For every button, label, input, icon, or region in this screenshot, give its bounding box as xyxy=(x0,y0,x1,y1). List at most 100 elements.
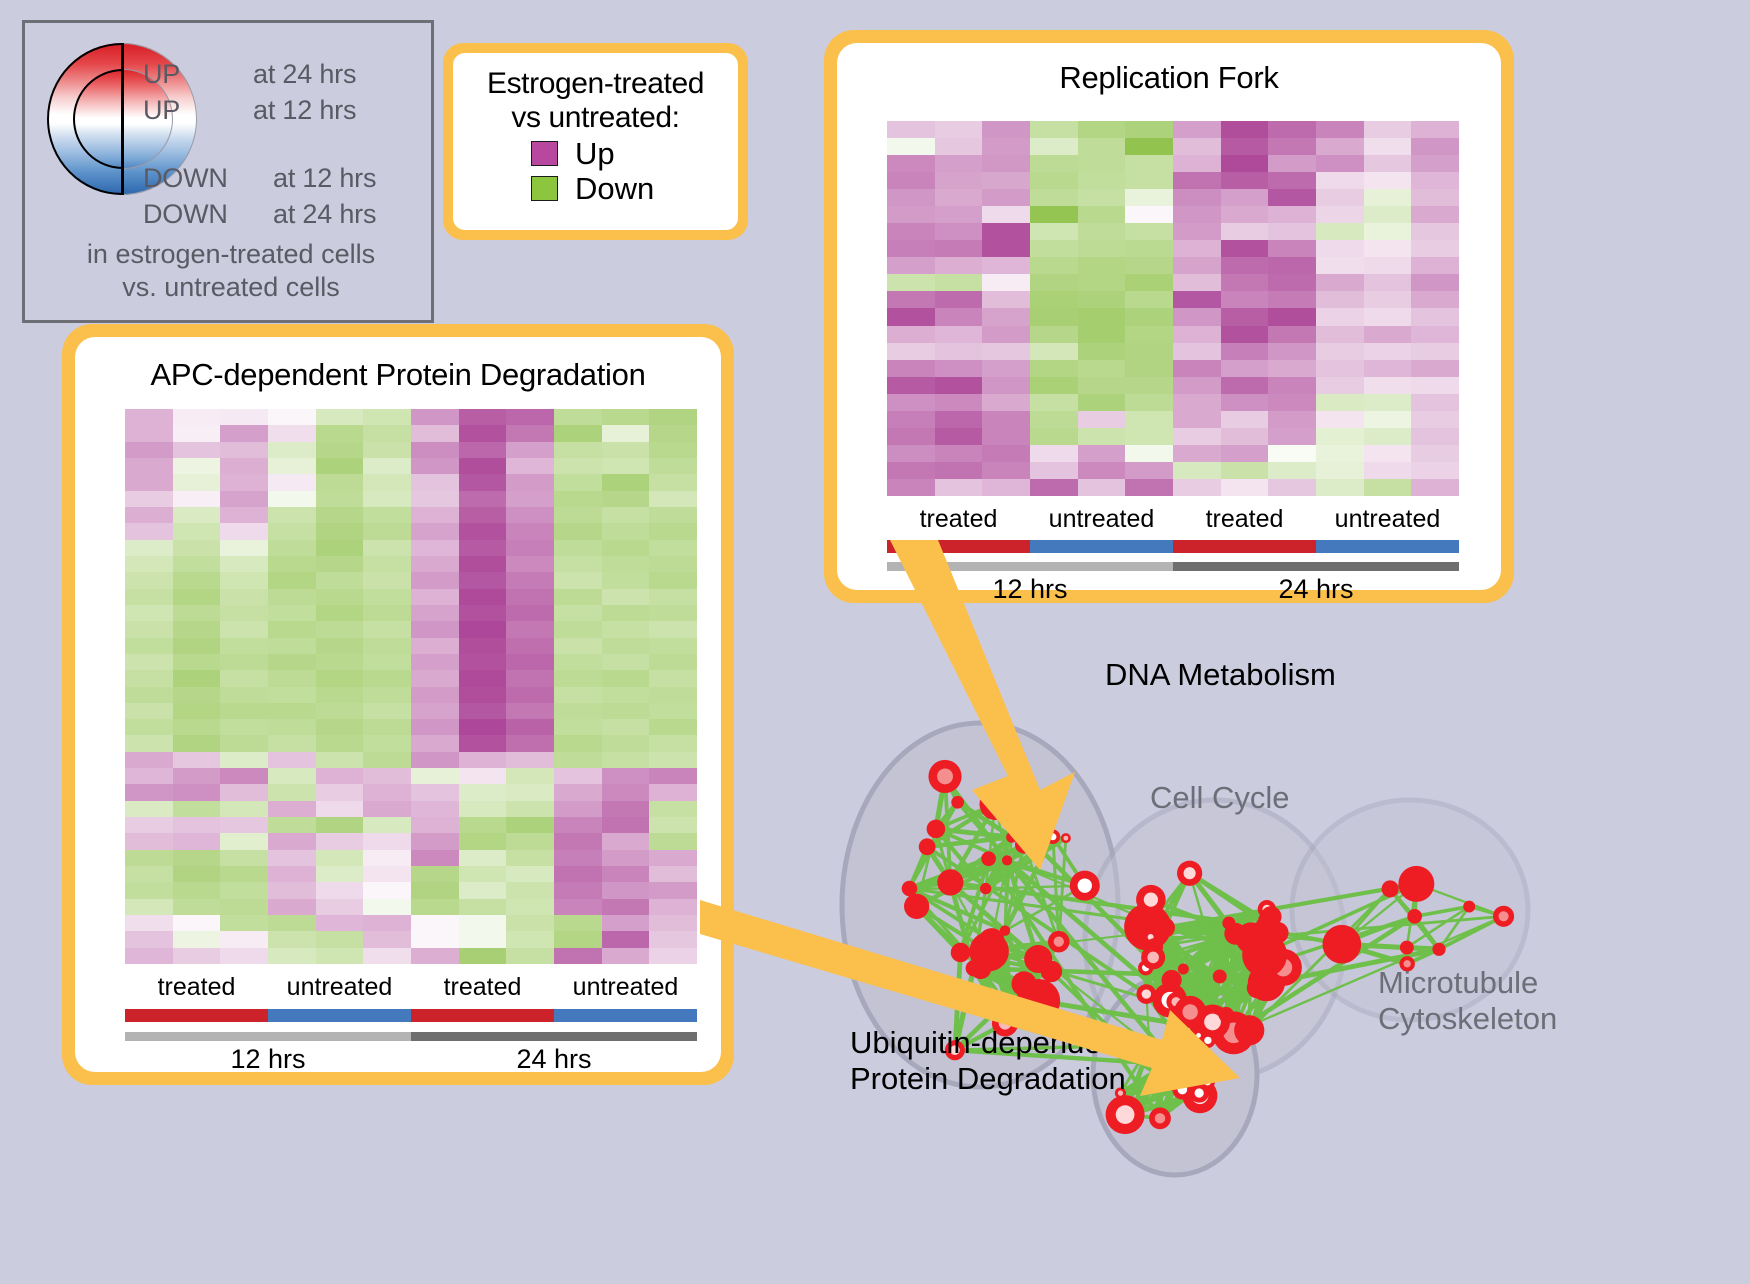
heatmap-cell xyxy=(1030,479,1078,496)
heatmap-cell xyxy=(602,670,650,686)
network-node[interactable] xyxy=(1177,861,1202,886)
heatmap-cell xyxy=(1078,121,1126,138)
heatmap-cell xyxy=(506,556,554,572)
heatmap-cell xyxy=(363,882,411,898)
heatmap-cell xyxy=(649,687,697,703)
arrow-apc-to-network xyxy=(700,900,1260,1110)
heatmap-cell xyxy=(1173,155,1221,172)
heatmap-cell xyxy=(1221,428,1269,445)
network-node[interactable] xyxy=(1398,866,1434,902)
heatmap-cell xyxy=(363,474,411,490)
node-outer-circle xyxy=(937,869,963,895)
heatmap-cell xyxy=(363,931,411,947)
heatmap-cell xyxy=(982,172,1030,189)
heatmap-cell xyxy=(1078,428,1126,445)
heatmap-cell xyxy=(1078,155,1126,172)
heatmap-cell xyxy=(173,931,221,947)
heatmap-cell xyxy=(173,768,221,784)
heatmap-cell xyxy=(125,556,173,572)
network-node[interactable] xyxy=(980,883,991,894)
network-node[interactable] xyxy=(1463,901,1475,913)
heatmap-cell xyxy=(1125,223,1173,240)
heatmap-cell xyxy=(1125,343,1173,360)
heatmap-cell xyxy=(935,428,983,445)
network-node[interactable] xyxy=(1070,871,1100,901)
heatmap-cell xyxy=(1364,189,1412,206)
heatmap-cell xyxy=(220,931,268,947)
network-node[interactable] xyxy=(1432,943,1445,956)
updown-legend-title: Estrogen-treated vs untreated: xyxy=(459,67,732,134)
heatmap-cell xyxy=(363,768,411,784)
heatmap-cell xyxy=(1221,291,1269,308)
heatmap-cell xyxy=(220,540,268,556)
heatmap-cell xyxy=(125,833,173,849)
heatmap-cell xyxy=(649,817,697,833)
heatmap-cell xyxy=(887,411,935,428)
heatmap-cell xyxy=(602,572,650,588)
heatmap-cell xyxy=(602,899,650,915)
heatmap-cell xyxy=(1030,411,1078,428)
network-node[interactable] xyxy=(902,881,918,897)
heatmap-cell xyxy=(1078,223,1126,240)
heatmap-cell xyxy=(1125,121,1173,138)
heatmap-cell xyxy=(1221,274,1269,291)
heatmap-cell xyxy=(363,915,411,931)
heatmap-cell xyxy=(316,833,364,849)
heatmap-cell xyxy=(1125,428,1173,445)
heatmap-cell xyxy=(220,801,268,817)
heatmap-cell xyxy=(602,866,650,882)
network-node[interactable] xyxy=(1149,1107,1171,1129)
heatmap-cell xyxy=(1316,121,1364,138)
node-outer-circle xyxy=(1261,906,1282,927)
heatmap-cell xyxy=(1125,189,1173,206)
heatmap-cell xyxy=(268,491,316,507)
heatmap-cell xyxy=(411,882,459,898)
network-node[interactable] xyxy=(1322,925,1361,964)
network-node[interactable] xyxy=(1261,906,1282,927)
heatmap-cell xyxy=(173,491,221,507)
heatmap-cell xyxy=(363,654,411,670)
heatmap-cell xyxy=(220,474,268,490)
network-node[interactable] xyxy=(1382,880,1399,897)
heatmap-cell xyxy=(459,752,507,768)
heatmap-cell xyxy=(1364,394,1412,411)
heatmap-cell xyxy=(1316,138,1364,155)
heatmap-cell xyxy=(935,462,983,479)
heatmap-cell xyxy=(316,915,364,931)
heatmap-cell xyxy=(1173,206,1221,223)
heatmap-cell xyxy=(316,882,364,898)
heatmap-cell xyxy=(935,274,983,291)
heatmap-cell xyxy=(1411,189,1459,206)
heatmap-cell xyxy=(1173,223,1221,240)
heatmap-cell xyxy=(1030,172,1078,189)
network-node[interactable] xyxy=(1493,906,1514,927)
heatmap-cell xyxy=(125,703,173,719)
heatmap-cell xyxy=(1268,445,1316,462)
heatmap-cell xyxy=(887,308,935,325)
heatmap-cell xyxy=(602,850,650,866)
heatmap-cell xyxy=(316,409,364,425)
heatmap-cell xyxy=(1030,428,1078,445)
heatmap-cell xyxy=(459,458,507,474)
heatmap-cell xyxy=(220,899,268,915)
heatmap-cell xyxy=(1316,411,1364,428)
heatmap-cell xyxy=(1125,172,1173,189)
network-node[interactable] xyxy=(1400,941,1414,955)
heatmap-cell xyxy=(602,735,650,751)
heatmap-cell xyxy=(1268,206,1316,223)
heatmap-cell xyxy=(411,491,459,507)
heatmap-cell xyxy=(125,768,173,784)
heatmap-cell xyxy=(1316,206,1364,223)
heatmap-cell xyxy=(506,605,554,621)
network-node[interactable] xyxy=(937,869,963,895)
heatmap-cell xyxy=(316,442,364,458)
heatmap-cell xyxy=(1411,155,1459,172)
heatmap-cell xyxy=(173,605,221,621)
ring-divider xyxy=(121,43,124,195)
network-node[interactable] xyxy=(1407,909,1422,924)
heatmap-cell xyxy=(1221,377,1269,394)
heatmap-cell xyxy=(268,605,316,621)
heatmap-cell xyxy=(1364,257,1412,274)
heatmap-cell xyxy=(316,817,364,833)
heatmap-cell xyxy=(459,899,507,915)
